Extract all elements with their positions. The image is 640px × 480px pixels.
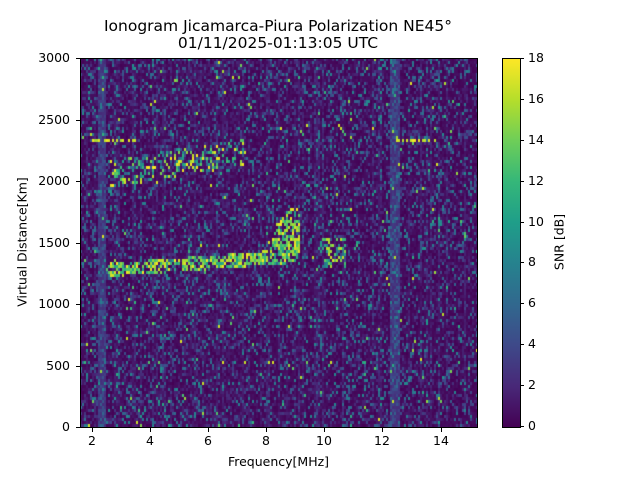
colorbar-tick-label: 0 bbox=[528, 418, 536, 433]
x-tick-mark bbox=[92, 428, 93, 432]
y-tick-mark bbox=[76, 427, 80, 428]
y-tick-label: 0 bbox=[62, 419, 70, 434]
x-tick-mark bbox=[150, 428, 151, 432]
colorbar-tick-mark bbox=[520, 344, 524, 345]
colorbar-tick-mark bbox=[520, 222, 524, 223]
y-tick-label: 2500 bbox=[38, 112, 70, 127]
x-tick-mark bbox=[441, 428, 442, 432]
x-tick-label: 6 bbox=[204, 433, 212, 448]
colorbar-tick-mark bbox=[520, 99, 524, 100]
ionogram-heatmap bbox=[80, 58, 477, 427]
colorbar-tick-mark bbox=[520, 262, 524, 263]
colorbar-tick-label: 18 bbox=[528, 50, 544, 65]
y-tick-mark bbox=[76, 243, 80, 244]
y-tick-mark bbox=[76, 120, 80, 121]
colorbar-tick-label: 12 bbox=[528, 173, 544, 188]
y-axis-label: Virtual Distance[Km] bbox=[14, 177, 30, 307]
colorbar-tick-label: 10 bbox=[528, 214, 544, 229]
colorbar-tick-mark bbox=[520, 303, 524, 304]
colorbar-tick-label: 8 bbox=[528, 254, 536, 269]
y-tick-label: 500 bbox=[46, 358, 70, 373]
y-tick-mark bbox=[76, 304, 80, 305]
colorbar-tick-label: 6 bbox=[528, 295, 536, 310]
colorbar-tick-mark bbox=[520, 58, 524, 59]
x-tick-mark bbox=[382, 428, 383, 432]
colorbar-tick-label: 14 bbox=[528, 132, 544, 147]
x-tick-label: 2 bbox=[88, 433, 96, 448]
y-tick-mark bbox=[76, 58, 80, 59]
x-axis-label: Frequency[MHz] bbox=[227, 454, 330, 469]
x-tick-mark bbox=[324, 428, 325, 432]
y-tick-mark bbox=[76, 366, 80, 367]
x-tick-label: 4 bbox=[146, 433, 154, 448]
colorbar-label: SNR [dB] bbox=[551, 213, 567, 271]
colorbar-tick-label: 16 bbox=[528, 91, 544, 106]
colorbar-tick-mark bbox=[520, 181, 524, 182]
chart-title-line1: Ionogram Jicamarca-Piura Polarization NE… bbox=[103, 17, 453, 35]
colorbar-tick-mark bbox=[520, 426, 524, 427]
x-tick-mark bbox=[266, 428, 267, 432]
x-tick-label: 8 bbox=[262, 433, 270, 448]
y-tick-mark bbox=[76, 181, 80, 182]
colorbar-tick-label: 4 bbox=[528, 336, 536, 351]
x-tick-mark bbox=[208, 428, 209, 432]
x-tick-label: 12 bbox=[374, 433, 390, 448]
y-tick-label: 3000 bbox=[38, 50, 70, 65]
colorbar bbox=[502, 58, 521, 428]
y-tick-label: 1500 bbox=[38, 235, 70, 250]
y-tick-label: 1000 bbox=[38, 296, 70, 311]
colorbar-tick-label: 2 bbox=[528, 377, 536, 392]
chart-title-line2: 01/11/2025-01:13:05 UTC bbox=[177, 34, 379, 52]
colorbar-tick-mark bbox=[520, 140, 524, 141]
x-tick-label: 14 bbox=[433, 433, 449, 448]
colorbar-tick-mark bbox=[520, 385, 524, 386]
x-tick-label: 10 bbox=[316, 433, 332, 448]
y-tick-label: 2000 bbox=[38, 173, 70, 188]
